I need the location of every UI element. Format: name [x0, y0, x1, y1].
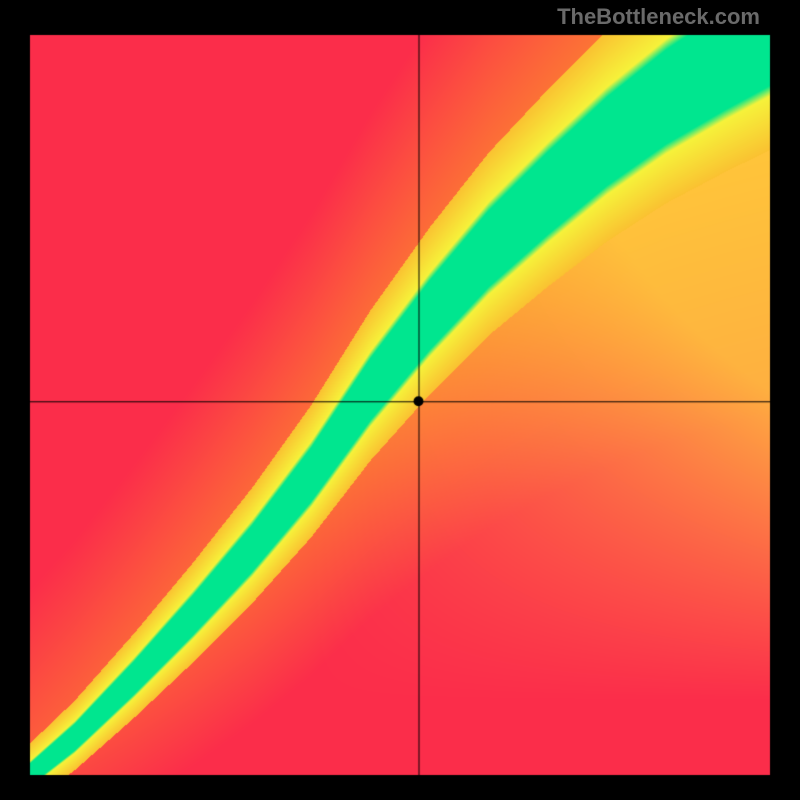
- watermark-text: TheBottleneck.com: [557, 4, 760, 30]
- bottleneck-heatmap: [0, 0, 800, 800]
- chart-container: TheBottleneck.com: [0, 0, 800, 800]
